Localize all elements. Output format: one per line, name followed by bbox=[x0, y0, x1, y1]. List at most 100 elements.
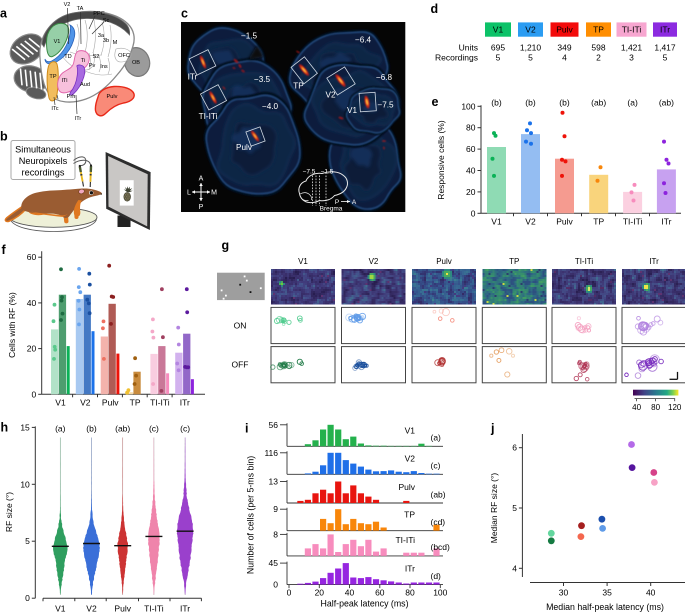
svg-text:5: 5 bbox=[25, 536, 30, 546]
svg-text:20: 20 bbox=[466, 187, 476, 197]
svg-text:TP: TP bbox=[130, 397, 141, 407]
svg-text:5: 5 bbox=[512, 503, 517, 513]
svg-text:349: 349 bbox=[557, 43, 571, 53]
svg-text:TI-ITi: TI-ITi bbox=[395, 535, 415, 545]
svg-text:V2: V2 bbox=[525, 25, 536, 35]
svg-text:V1: V1 bbox=[347, 106, 357, 115]
svg-text:−7.5: −7.5 bbox=[303, 169, 316, 176]
svg-text:ON: ON bbox=[234, 321, 247, 331]
svg-text:60: 60 bbox=[27, 252, 37, 262]
svg-text:Units: Units bbox=[459, 43, 478, 53]
svg-text:TI-ITi: TI-ITi bbox=[199, 112, 218, 121]
svg-text:(b): (b) bbox=[491, 98, 502, 108]
svg-text:j: j bbox=[490, 422, 494, 436]
svg-text:80: 80 bbox=[466, 123, 476, 133]
svg-text:100: 100 bbox=[433, 588, 447, 598]
svg-text:h: h bbox=[1, 421, 9, 435]
svg-text:V1: V1 bbox=[491, 217, 502, 227]
svg-text:ITr: ITr bbox=[405, 564, 415, 574]
svg-text:(ab): (ab) bbox=[591, 98, 606, 108]
svg-text:1,210: 1,210 bbox=[520, 43, 542, 53]
svg-text:1,421: 1,421 bbox=[621, 43, 643, 53]
svg-text:695: 695 bbox=[491, 43, 505, 53]
svg-text:30: 30 bbox=[559, 588, 569, 598]
svg-text:f: f bbox=[2, 243, 7, 257]
svg-text:45: 45 bbox=[269, 558, 279, 568]
svg-text:2: 2 bbox=[596, 53, 601, 63]
svg-text:4: 4 bbox=[512, 563, 517, 573]
svg-text:(ab): (ab) bbox=[115, 424, 130, 434]
svg-text:ITr: ITr bbox=[188, 73, 198, 82]
svg-text:V2: V2 bbox=[64, 2, 71, 8]
svg-text:−6.8: −6.8 bbox=[376, 73, 393, 82]
svg-text:ITi: ITi bbox=[61, 78, 67, 84]
svg-text:(b): (b) bbox=[559, 98, 570, 108]
svg-text:V1: V1 bbox=[54, 39, 61, 45]
svg-text:40: 40 bbox=[345, 588, 355, 598]
svg-text:Pv: Pv bbox=[89, 63, 96, 69]
svg-text:0: 0 bbox=[287, 588, 292, 598]
svg-text:TP: TP bbox=[593, 25, 604, 35]
svg-text:TP: TP bbox=[404, 510, 415, 520]
svg-text:120: 120 bbox=[668, 403, 682, 412]
svg-text:Median RF size (°): Median RF size (°) bbox=[489, 473, 499, 544]
svg-text:20: 20 bbox=[27, 344, 37, 354]
svg-text:15: 15 bbox=[20, 422, 30, 432]
svg-text:Recordings: Recordings bbox=[435, 53, 478, 63]
svg-text:TI-ITi: TI-ITi bbox=[150, 397, 170, 407]
svg-text:ITr: ITr bbox=[660, 25, 670, 35]
svg-text:0: 0 bbox=[31, 389, 36, 399]
svg-text:−1.5: −1.5 bbox=[321, 169, 334, 176]
svg-text:Pulv: Pulv bbox=[398, 482, 415, 492]
svg-text:V2: V2 bbox=[80, 397, 91, 407]
svg-text:TI-ITi: TI-ITi bbox=[623, 217, 643, 227]
svg-text:TI-ITi: TI-ITi bbox=[144, 604, 164, 614]
svg-text:8: 8 bbox=[273, 529, 278, 539]
svg-text:60: 60 bbox=[466, 144, 476, 154]
svg-text:35: 35 bbox=[602, 588, 612, 598]
svg-text:3: 3 bbox=[629, 53, 634, 63]
svg-text:−4.0: −4.0 bbox=[262, 102, 279, 111]
svg-text:Responsive cells (%): Responsive cells (%) bbox=[436, 120, 446, 200]
svg-text:40: 40 bbox=[646, 588, 656, 598]
svg-text:(a): (a) bbox=[431, 433, 442, 443]
svg-text:V1: V1 bbox=[55, 604, 66, 614]
svg-text:Pulv: Pulv bbox=[436, 257, 452, 266]
svg-text:Half-peak latency (ms): Half-peak latency (ms) bbox=[321, 599, 409, 609]
svg-text:V1: V1 bbox=[493, 25, 504, 35]
svg-text:TP: TP bbox=[293, 82, 304, 91]
svg-text:3b: 3b bbox=[103, 38, 109, 44]
svg-text:(d): (d) bbox=[431, 571, 442, 581]
svg-text:TP: TP bbox=[593, 217, 604, 227]
svg-text:g: g bbox=[222, 239, 230, 253]
svg-text:ITr: ITr bbox=[649, 257, 659, 266]
svg-text:(c): (c) bbox=[149, 424, 159, 434]
svg-text:Aud: Aud bbox=[80, 82, 90, 88]
svg-text:Simultaneous: Simultaneous bbox=[15, 145, 71, 155]
svg-text:9: 9 bbox=[273, 504, 278, 514]
svg-text:(a): (a) bbox=[55, 424, 66, 434]
svg-text:L: L bbox=[187, 190, 191, 197]
svg-text:Median half-peak latency (ms): Median half-peak latency (ms) bbox=[546, 602, 664, 612]
svg-text:1,417: 1,417 bbox=[654, 43, 676, 53]
svg-text:V2: V2 bbox=[369, 257, 379, 266]
svg-text:3a: 3a bbox=[98, 33, 105, 39]
svg-text:Neuropixels: Neuropixels bbox=[19, 156, 68, 166]
svg-text:b: b bbox=[0, 130, 8, 144]
svg-text:TP: TP bbox=[49, 74, 56, 80]
svg-text:−6.4: −6.4 bbox=[355, 36, 372, 45]
svg-text:ITc: ITc bbox=[51, 106, 58, 112]
svg-text:20: 20 bbox=[315, 588, 325, 598]
svg-text:M: M bbox=[113, 40, 118, 46]
svg-text:Ins: Ins bbox=[100, 64, 108, 70]
svg-text:A: A bbox=[352, 199, 357, 206]
svg-text:13: 13 bbox=[269, 477, 279, 487]
svg-text:5: 5 bbox=[663, 53, 668, 63]
svg-text:5: 5 bbox=[496, 53, 501, 63]
svg-text:(ab): (ab) bbox=[659, 98, 674, 108]
svg-text:(bcd): (bcd) bbox=[431, 542, 451, 552]
svg-text:116: 116 bbox=[264, 448, 278, 458]
svg-text:recordings: recordings bbox=[22, 168, 65, 178]
svg-text:Pulv: Pulv bbox=[102, 397, 119, 407]
svg-text:c: c bbox=[181, 6, 188, 20]
